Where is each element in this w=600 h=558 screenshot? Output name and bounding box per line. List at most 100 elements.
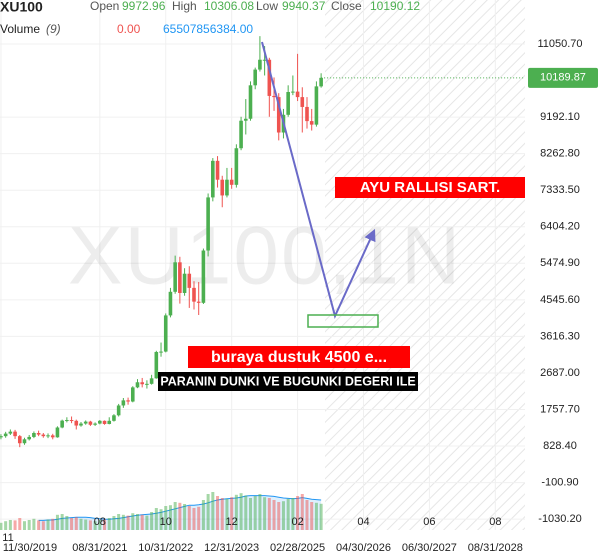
volume-bar bbox=[51, 518, 55, 530]
volume-bar bbox=[216, 496, 220, 530]
volume-bar bbox=[248, 498, 252, 530]
volume-bar bbox=[145, 515, 149, 530]
candle-body bbox=[173, 262, 177, 292]
volume-bar bbox=[263, 497, 267, 530]
grid bbox=[0, 0, 525, 530]
candle-body bbox=[149, 378, 154, 384]
annotation-box bbox=[188, 346, 410, 368]
candle-body bbox=[74, 420, 79, 426]
header-value: 10190.12 bbox=[370, 0, 420, 13]
candle-body bbox=[46, 435, 50, 437]
candle-body bbox=[215, 160, 220, 180]
volume-bar bbox=[253, 496, 257, 530]
candle-body bbox=[55, 427, 60, 438]
candle-body bbox=[50, 435, 55, 438]
candle-body bbox=[140, 382, 144, 385]
candle-body bbox=[79, 423, 83, 426]
last-price-label: 10189.87 bbox=[540, 72, 586, 84]
plot bbox=[0, 36, 323, 530]
candle-body bbox=[220, 179, 225, 196]
x-tick-short-label: 10 bbox=[160, 516, 172, 528]
volume-bar bbox=[173, 502, 177, 530]
candle-body bbox=[182, 273, 187, 293]
candle-body bbox=[206, 197, 210, 251]
candle-body bbox=[0, 436, 3, 438]
header-value: 0.00 bbox=[117, 22, 141, 36]
candle-body bbox=[32, 433, 36, 437]
candle-body bbox=[276, 97, 281, 133]
x-tick-label: 12/31/2023 bbox=[204, 542, 259, 554]
volume-bar bbox=[296, 496, 300, 530]
header-value: 65507856384.00 bbox=[163, 22, 253, 36]
x-tick-short-label: 12 bbox=[226, 516, 238, 528]
y-tick-label: 4545.60 bbox=[540, 294, 580, 306]
candle-body bbox=[112, 415, 116, 421]
x-tick-short-label: 04 bbox=[357, 516, 369, 528]
x-tick-label: 04/30/2026 bbox=[336, 542, 391, 554]
volume-bar bbox=[230, 497, 234, 530]
y-tick-label: 7333.50 bbox=[540, 184, 580, 196]
y-tick-label: 828.40 bbox=[543, 440, 577, 452]
volume-bar bbox=[164, 506, 168, 530]
volume-bar bbox=[286, 498, 290, 530]
candle-body bbox=[305, 106, 309, 122]
volume-bar bbox=[197, 506, 201, 530]
candle-body bbox=[314, 86, 319, 125]
candle-body bbox=[234, 148, 239, 185]
header-value: 9972.96 bbox=[122, 0, 166, 13]
volume-bar bbox=[0, 522, 3, 530]
volume-bar bbox=[37, 520, 41, 530]
candle-body bbox=[262, 59, 267, 61]
volume-bar bbox=[234, 494, 238, 530]
y-tick-label: 5474.90 bbox=[540, 257, 580, 269]
candle-body bbox=[168, 291, 173, 316]
volume-bar bbox=[60, 514, 64, 530]
volume-bar bbox=[220, 498, 224, 530]
volume-bar bbox=[291, 498, 295, 530]
volume-bar bbox=[159, 509, 163, 530]
volume-bar bbox=[41, 521, 45, 530]
header-label: (9) bbox=[46, 22, 61, 36]
candle-body bbox=[229, 179, 234, 185]
last-price-box bbox=[528, 67, 598, 88]
y-tick-label: 8262.80 bbox=[540, 148, 580, 160]
volume-bar bbox=[8, 520, 12, 530]
candle-body bbox=[225, 179, 229, 196]
volume-bar bbox=[281, 501, 285, 530]
candle-body bbox=[248, 85, 253, 119]
volume-bar bbox=[74, 517, 78, 530]
x-tick-short-label: 11 bbox=[2, 532, 13, 544]
candle-body bbox=[27, 436, 31, 440]
candle-body bbox=[102, 420, 107, 424]
y-tick-label: -100.90 bbox=[541, 477, 578, 489]
candle-body bbox=[13, 431, 17, 437]
volume-bar bbox=[121, 514, 125, 530]
candle-body bbox=[243, 118, 248, 121]
candle-body bbox=[163, 315, 168, 352]
x-tick-label: 02/28/2025 bbox=[270, 542, 325, 554]
x-tick-short-label: 02 bbox=[291, 516, 303, 528]
candle-body bbox=[135, 382, 140, 388]
volume-bar bbox=[314, 502, 318, 530]
header-value: 10306.08 bbox=[204, 0, 254, 13]
volume-bar bbox=[267, 498, 271, 530]
annotation: buraya dustuk 4500 e... bbox=[211, 349, 387, 366]
volume-bar bbox=[154, 508, 158, 530]
candle-body bbox=[8, 431, 13, 434]
volume-bar bbox=[319, 503, 323, 530]
volume-bar bbox=[88, 520, 92, 530]
volume-bar bbox=[18, 518, 22, 530]
volume-bar bbox=[79, 518, 83, 530]
candle-body bbox=[196, 301, 201, 303]
watermark: XU100,1N bbox=[68, 211, 462, 302]
volume-bar bbox=[4, 521, 8, 530]
candle-body bbox=[267, 59, 272, 96]
volume-bar bbox=[55, 514, 59, 530]
x-tick-short-label: 08 bbox=[489, 516, 501, 528]
candle-body bbox=[88, 421, 93, 425]
volume-bar bbox=[46, 519, 50, 530]
volume-bar bbox=[107, 518, 111, 530]
candle-body bbox=[239, 120, 243, 149]
volume-bar bbox=[70, 518, 74, 530]
